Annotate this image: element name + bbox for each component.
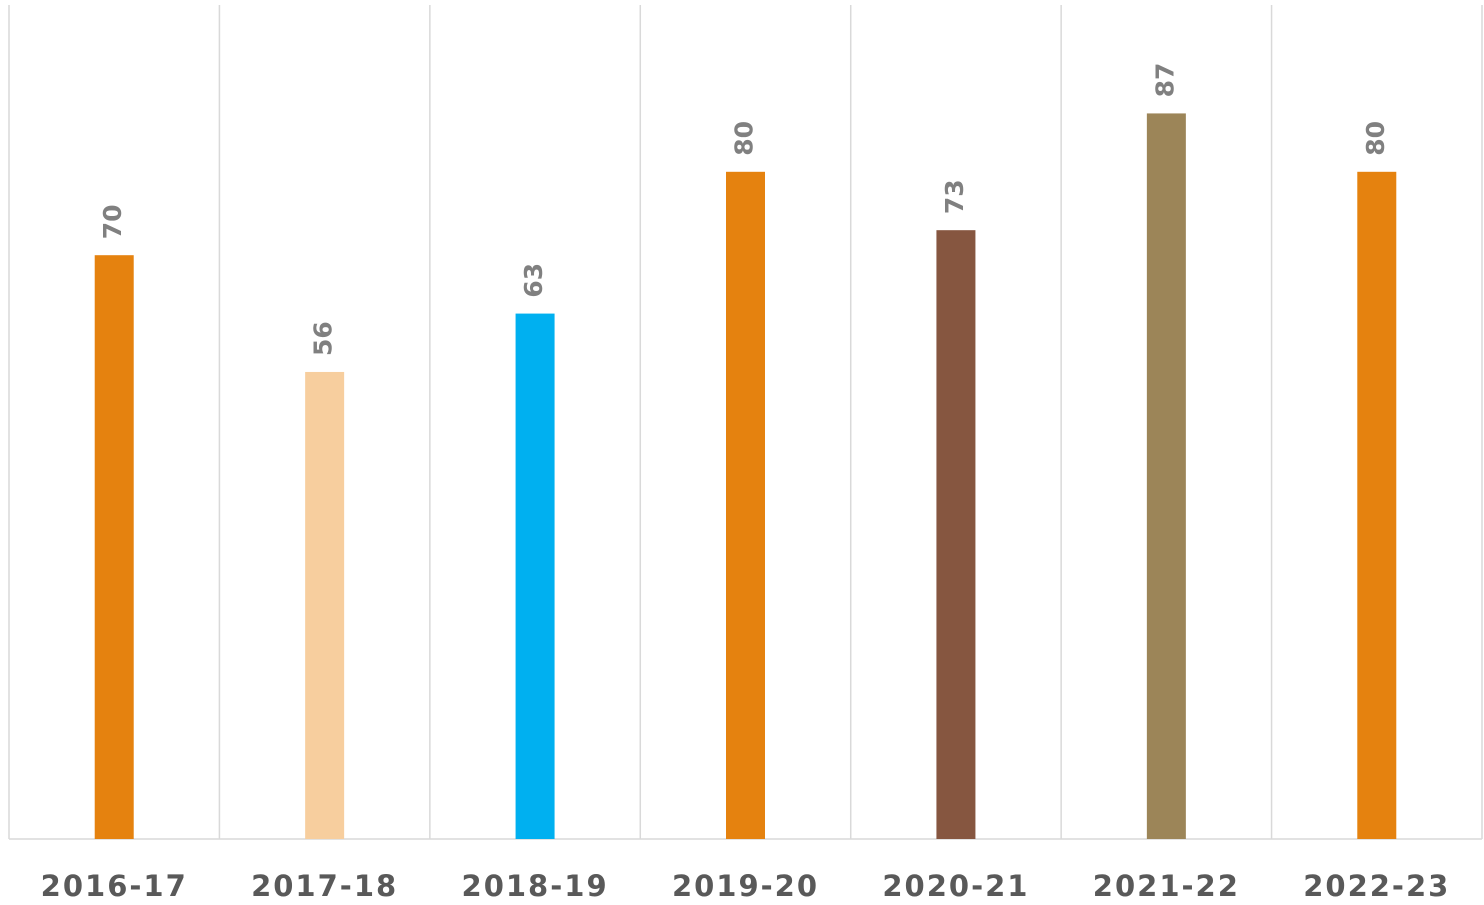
bar	[936, 230, 976, 839]
x-tick-label: 2021-22	[1093, 869, 1240, 903]
x-tick-label: 2019-20	[672, 869, 819, 903]
x-tick-label: 2017-18	[251, 869, 398, 903]
data-label: 56	[309, 321, 338, 356]
data-label: 70	[98, 204, 127, 239]
bar	[515, 313, 555, 840]
bar	[1146, 113, 1186, 840]
data-label: 63	[519, 263, 548, 298]
data-label: 73	[940, 179, 969, 214]
data-label: 80	[730, 121, 759, 156]
bar	[305, 371, 345, 839]
bar	[94, 255, 134, 839]
data-label: 87	[1150, 63, 1179, 98]
x-tick-label: 2018-19	[462, 869, 609, 903]
x-tick-label: 2016-17	[41, 869, 188, 903]
bar	[1357, 171, 1397, 840]
bar	[726, 171, 765, 840]
x-tick-label: 2020-21	[882, 869, 1029, 903]
x-tick-label: 2022-23	[1303, 869, 1450, 903]
data-label: 80	[1361, 121, 1390, 156]
